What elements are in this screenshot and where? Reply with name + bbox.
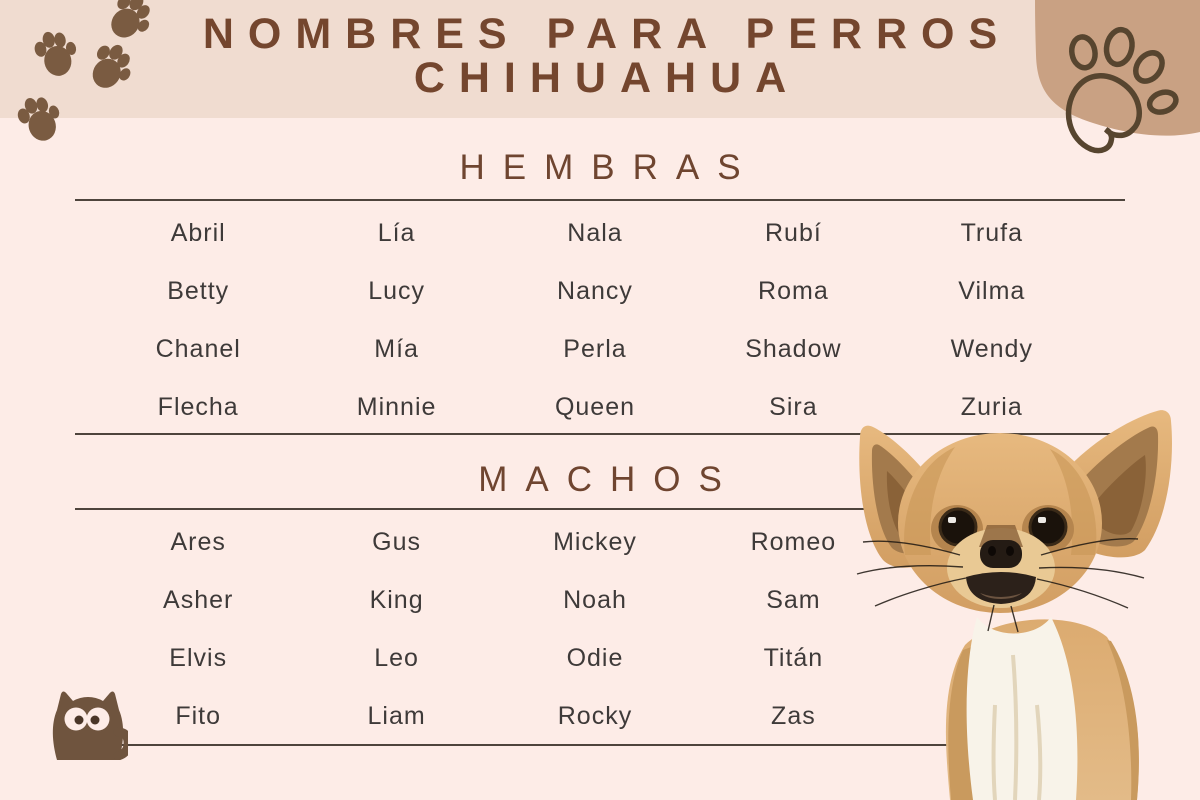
name-cell: Rubí	[764, 218, 822, 247]
name-cell: Minnie	[356, 392, 437, 421]
name-cell: Zas	[771, 701, 816, 730]
name-cell: Titán	[763, 643, 824, 672]
name-cell: Trufa	[960, 218, 1023, 247]
name-cell: Lucy	[368, 276, 425, 305]
name-cell: Liam	[367, 701, 426, 730]
males-name-grid: Ares Gus Mickey Romeo Asher King Noah Sa…	[99, 513, 1091, 745]
name-cell: Roma	[758, 276, 829, 305]
divider-line	[75, 433, 1125, 435]
name-cell: Zuria	[960, 392, 1023, 421]
name-cell: Chanel	[155, 334, 241, 363]
name-cell: Nancy	[557, 276, 633, 305]
name-cell: Gus	[372, 527, 422, 556]
name-cell: King	[369, 585, 424, 614]
header-banner	[0, 0, 1200, 118]
page-title: NOMBRES PARA PERROS CHIHUAHUA	[0, 12, 1200, 100]
cat-icon	[52, 691, 128, 760]
name-cell: Noah	[563, 585, 627, 614]
name-cell: Leo	[374, 643, 419, 672]
name-cell: Asher	[163, 585, 234, 614]
section-title-machos: MACHOS	[478, 460, 740, 499]
name-cell: Perla	[563, 334, 627, 363]
name-cell: Wendy	[950, 334, 1033, 363]
corner-blob-paw-outline-icon	[1035, 0, 1200, 154]
name-cell: Shadow	[745, 334, 842, 363]
name-cell: Nala	[567, 218, 623, 247]
name-cell: Sam	[766, 585, 821, 614]
name-cell: Fito	[175, 701, 222, 730]
section-title-hembras: HEMBRAS	[459, 148, 759, 187]
name-cell: Mía	[374, 334, 419, 363]
divider-line	[75, 508, 1125, 510]
name-cell: Queen	[554, 392, 636, 421]
page-title-line2: CHIHUAHUA	[413, 54, 801, 102]
name-cell: Odie	[566, 643, 624, 672]
females-name-grid: Abril Lía Nala Rubí Trufa Betty Lucy Nan…	[99, 204, 1091, 436]
name-cell: Flecha	[157, 392, 239, 421]
name-cell: Ares	[170, 527, 226, 556]
divider-line	[75, 199, 1125, 201]
name-cell: Romeo	[750, 527, 837, 556]
name-cell: Mickey	[553, 527, 637, 556]
name-cell: Sira	[769, 392, 818, 421]
name-cell: Abril	[170, 218, 226, 247]
name-cell: Vilma	[958, 276, 1026, 305]
divider-line	[75, 744, 1125, 746]
name-cell: Rocky	[557, 701, 633, 730]
name-cell: Lía	[377, 218, 416, 247]
page-title-line1: NOMBRES PARA PERROS	[202, 10, 1012, 58]
name-cell: Elvis	[169, 643, 228, 672]
name-cell: Betty	[167, 276, 230, 305]
chihuahua-photo	[856, 410, 1172, 800]
